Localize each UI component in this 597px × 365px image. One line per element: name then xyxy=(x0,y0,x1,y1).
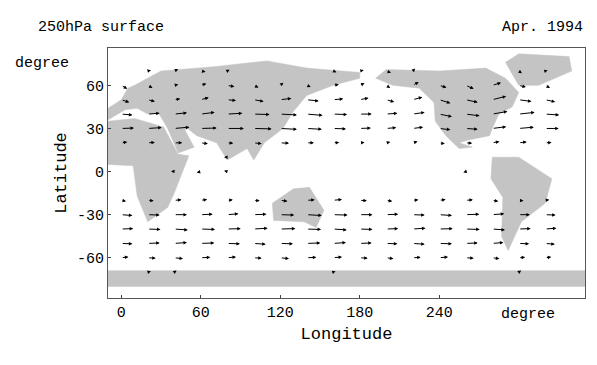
svg-text:240: 240 xyxy=(426,305,453,322)
svg-text:0: 0 xyxy=(117,305,126,322)
svg-text:Longitude: Longitude xyxy=(301,325,393,344)
svg-text:60: 60 xyxy=(86,79,104,96)
svg-text:-30: -30 xyxy=(77,208,104,225)
svg-text:degree: degree xyxy=(15,55,69,72)
svg-text:Latitude: Latitude xyxy=(52,132,71,214)
svg-text:250hPa surface: 250hPa surface xyxy=(38,19,164,36)
svg-text:Apr. 1994: Apr. 1994 xyxy=(502,19,583,36)
svg-text:0: 0 xyxy=(95,165,104,182)
svg-text:180: 180 xyxy=(346,305,373,322)
svg-text:-60: -60 xyxy=(77,251,104,268)
svg-text:60: 60 xyxy=(192,305,210,322)
svg-text:degree: degree xyxy=(501,306,555,323)
svg-text:30: 30 xyxy=(86,122,104,139)
svg-text:120: 120 xyxy=(267,305,294,322)
